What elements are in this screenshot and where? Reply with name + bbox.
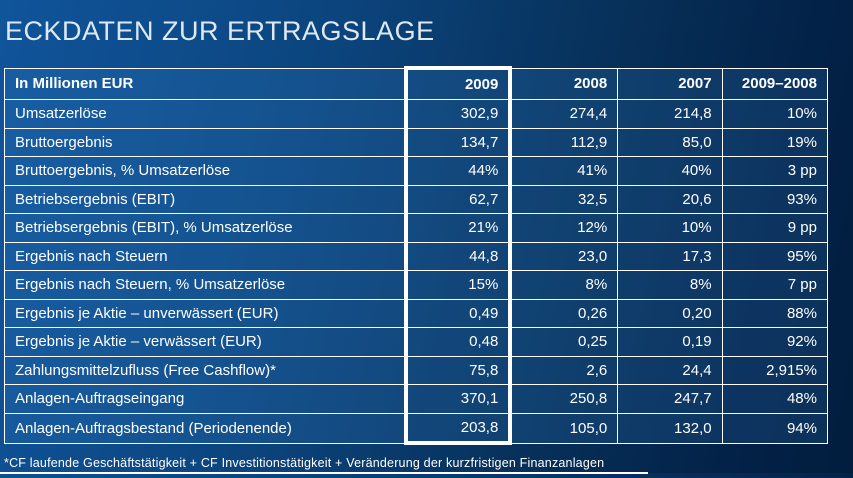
page-title: ECKDATEN ZUR ERTRAGSLAGE — [5, 16, 435, 46]
cell-2007: 24,4 — [617, 355, 723, 385]
row-label: Anlagen-Auftragsbestand (Periodenende) — [3, 412, 407, 444]
cell-2009–2008: 19% — [721, 127, 829, 157]
row-label: Zahlungsmittelzufluss (Free Cashflow)* — [3, 355, 407, 385]
cell-2009: 203,8 — [403, 412, 513, 445]
cell-2009–2008: 92% — [721, 327, 829, 357]
cell-2007: 0,20 — [617, 298, 723, 328]
table-row: Bruttoergebnis 134,7 112,9 85,0 19% — [3, 127, 829, 157]
footnote: *CF laufende Geschäftstätigkeit + CF Inv… — [4, 456, 605, 470]
cell-2008: 112,9 — [509, 127, 619, 157]
table-row: Umsatzerlöse 302,9 274,4 214,8 10% — [3, 99, 829, 129]
row-label: Ergebnis nach Steuern — [3, 241, 407, 271]
cell-2009–2008: 88% — [721, 298, 829, 328]
cell-2009–2008: 94% — [721, 412, 829, 444]
cell-2009–2008: 2,915% — [721, 355, 829, 385]
cell-2009: 21% — [403, 213, 513, 243]
cell-2009: 0,48 — [403, 327, 513, 357]
cell-2007: 85,0 — [617, 127, 723, 157]
cell-2007: 132,0 — [617, 412, 723, 444]
table-row: Anlagen-Auftragsbestand (Periodenende) 20… — [3, 412, 829, 445]
cell-2008: 274,4 — [509, 99, 619, 129]
row-label: Ergebnis je Aktie – unverwässert (EUR) — [3, 298, 407, 328]
cell-2008: 12% — [509, 213, 619, 243]
table-row: Ergebnis nach Steuern, % Umsatzerlöse 15%… — [3, 270, 829, 300]
table-row: Betriebsergebnis (EBIT) 62,7 32,5 20,6 93% — [3, 184, 829, 214]
cell-2008: 2,6 — [509, 355, 619, 385]
cell-2008: 8% — [509, 270, 619, 300]
table-row: Ergebnis je Aktie – unverwässert (EUR) 0,… — [3, 298, 829, 328]
row-label: Umsatzerlöse — [3, 99, 407, 129]
cell-2008: 23,0 — [509, 241, 619, 271]
cell-2009: 75,8 — [403, 355, 513, 385]
cell-2009: 302,9 — [403, 99, 513, 129]
cell-2007: 40% — [617, 156, 723, 186]
header-row: In Millionen EUR 2009 2008 2007 2009–2008 — [3, 66, 829, 100]
table-row: Anlagen-Auftragseingang 370,1 250,8 247,7 48… — [3, 384, 829, 414]
table-row: Betriebsergebnis (EBIT), % Umsatzerlöse 2… — [3, 213, 829, 243]
row-label: Betriebsergebnis (EBIT) — [3, 184, 407, 214]
cell-2008: 105,0 — [509, 412, 619, 444]
row-label: Anlagen-Auftragseingang — [3, 384, 407, 414]
cell-2009: 44,8 — [403, 241, 513, 271]
cell-2008: 41% — [509, 156, 619, 186]
cell-2009: 134,7 — [403, 127, 513, 157]
cell-2009–2008: 9 pp — [721, 213, 829, 243]
cell-2007: 214,8 — [617, 99, 723, 129]
cell-2007: 0,19 — [617, 327, 723, 357]
cell-2009–2008: 95% — [721, 241, 829, 271]
cell-2008: 32,5 — [509, 184, 619, 214]
column-header-2008: 2008 — [509, 67, 619, 100]
cell-2009–2008: 48% — [721, 384, 829, 414]
cell-2009–2008: 10% — [721, 99, 829, 129]
cell-2008: 0,25 — [509, 327, 619, 357]
row-label: Bruttoergebnis — [3, 127, 407, 157]
table-row: Bruttoergebnis, % Umsatzerlöse 44% 41% 40% 3… — [3, 156, 829, 186]
cell-2009–2008: 7 pp — [721, 270, 829, 300]
column-header-2009–2008: 2009–2008 — [721, 67, 829, 100]
column-header-unit: In Millionen EUR — [3, 67, 407, 100]
table-body: Umsatzerlöse 302,9 274,4 214,8 10% Bruttoerge… — [3, 99, 829, 445]
table-row: Zahlungsmittelzufluss (Free Cashflow)* 75… — [3, 355, 829, 385]
cell-2008: 0,26 — [509, 298, 619, 328]
cell-2009: 62,7 — [403, 184, 513, 214]
bottom-band — [0, 473, 853, 478]
cell-2009: 15% — [403, 270, 513, 300]
cell-2008: 250,8 — [509, 384, 619, 414]
cell-2007: 247,7 — [617, 384, 723, 414]
column-header-2007: 2007 — [617, 67, 723, 100]
table-header: In Millionen EUR 2009 2008 2007 2009–2008 — [3, 66, 829, 100]
row-label: Ergebnis nach Steuern, % Umsatzerlöse — [3, 270, 407, 300]
cell-2007: 17,3 — [617, 241, 723, 271]
cell-2009: 44% — [403, 156, 513, 186]
cell-2007: 8% — [617, 270, 723, 300]
column-header-2009: 2009 — [403, 66, 513, 100]
table-row: Ergebnis je Aktie – verwässert (EUR) 0,48… — [3, 327, 829, 357]
table-row: Ergebnis nach Steuern 44,8 23,0 17,3 95% — [3, 241, 829, 271]
key-figures-table: In Millionen EUR 2009 2008 2007 2009–2008 Um… — [3, 66, 829, 445]
bottom-rule — [0, 471, 648, 474]
row-label: Bruttoergebnis, % Umsatzerlöse — [3, 156, 407, 186]
cell-2009: 370,1 — [403, 384, 513, 414]
cell-2007: 20,6 — [617, 184, 723, 214]
cell-2009–2008: 93% — [721, 184, 829, 214]
cell-2009–2008: 3 pp — [721, 156, 829, 186]
cell-2009: 0,49 — [403, 298, 513, 328]
row-label: Betriebsergebnis (EBIT), % Umsatzerlöse — [3, 213, 407, 243]
row-label: Ergebnis je Aktie – verwässert (EUR) — [3, 327, 407, 357]
cell-2007: 10% — [617, 213, 723, 243]
